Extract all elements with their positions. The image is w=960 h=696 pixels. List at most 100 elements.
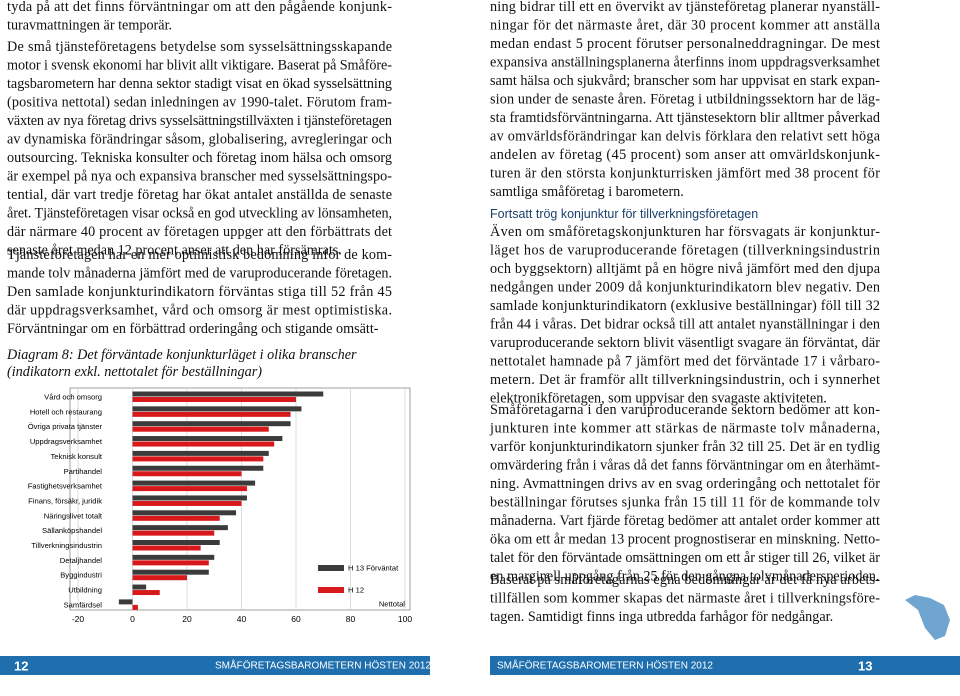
text-line: Förväntningar om en förbättrad orderingå… — [7, 321, 379, 337]
category-label: Detaljhandel — [60, 556, 103, 565]
x-tick-label: -20 — [72, 614, 85, 624]
text-line: motor i svensk ekonomi har blivit allt v… — [7, 58, 392, 74]
category-label: Teknisk konsult — [51, 452, 103, 461]
text-line: nedgången under 2009 då konjunkturindika… — [490, 280, 880, 296]
bar — [132, 604, 138, 610]
text-line: en marginell uppgång från 25 för den gån… — [490, 569, 879, 585]
text-line: outsourcing. Tekniska konsulter och före… — [7, 150, 392, 166]
text-line: växten av nya företag drivs sysselsättni… — [7, 113, 392, 129]
text-line: senaste året medan 12 procent anser att … — [7, 243, 342, 259]
text-line: ning bidrar till ett en övervikt av tjän… — [490, 0, 880, 15]
section-heading: Fortsatt trög konjunktur för tillverknin… — [490, 207, 758, 221]
text-line: där närmare 40 procent av företagen uppg… — [7, 224, 392, 240]
category-label: Sällanköpshandel — [42, 526, 102, 535]
text-line: sion under de senaste åren. Företag i ut… — [490, 92, 880, 108]
text-line: samt hälsa och sjukvård; branscher som h… — [490, 73, 880, 89]
text-line: från 44 i våras. Det bidrar också till a… — [490, 317, 880, 333]
x-tick-label: 20 — [182, 614, 192, 624]
text-line: tagsbarometern har denna sektor stadigt … — [7, 76, 392, 92]
map-icon — [905, 595, 950, 640]
text-line: nettotalet hamnade på 7 jämfört med det … — [490, 354, 880, 370]
bar — [132, 450, 269, 456]
bar — [132, 540, 220, 545]
bar — [132, 530, 215, 536]
bar — [132, 590, 160, 596]
text-line: och byggsektorn) alltjämt på en högre ni… — [490, 261, 881, 277]
bar — [132, 406, 302, 412]
bar — [132, 500, 242, 506]
x-axis-label: Nettotal — [379, 600, 405, 609]
text-line: (positiva nettotal) sedan inledningen av… — [7, 95, 392, 111]
category-label: Hotell och restaurang — [30, 407, 102, 416]
bar — [132, 560, 209, 566]
text-line: Småföretagarna i den varuproducerande se… — [490, 402, 880, 418]
bar — [132, 436, 283, 442]
text-line: Baserat på småföretagarnas egna bedömnin… — [490, 572, 880, 588]
x-tick-label: 40 — [237, 614, 247, 624]
text-line: beställningar förutses sjunka från 15 ti… — [490, 495, 881, 511]
page-number: 12 — [14, 659, 28, 674]
text-line: samtliga småföretag i barometern. — [490, 184, 684, 200]
text-line: omvärdering från i våras då det fanns fö… — [490, 458, 880, 474]
text-line: Även om småföretagskonjunkturen har förs… — [490, 223, 880, 240]
text-line: talet för den förväntade omsättningen om… — [490, 550, 880, 566]
text-line: varuproducerande sektorn blivit väsentli… — [490, 335, 880, 351]
chart-title: Diagram 8: Det förväntade konjunkturläge… — [6, 347, 357, 363]
page-number: 13 — [858, 659, 872, 674]
text-line: turavmattningen är temporär. — [7, 18, 172, 34]
bar — [132, 584, 147, 590]
text-line: av omvärldsförändringar kan delvis förkl… — [490, 129, 881, 145]
text-line: tagen. Samtidigt finns inga utbredda far… — [490, 609, 833, 625]
text-line: läget hos de varuproducerande företagen … — [490, 243, 880, 259]
category-label: Partihandel — [64, 467, 103, 476]
text-line: metern. Det är framför allt tillverkning… — [490, 372, 880, 388]
text-line: öka om ett år medan 13 procent prognosti… — [490, 532, 880, 548]
bar — [132, 441, 275, 447]
bar — [132, 465, 264, 471]
x-tick-label: 80 — [346, 614, 356, 624]
text-line: är exempel på nya och expansiva bransche… — [7, 169, 392, 185]
bar — [118, 599, 133, 605]
text-line: tillfällen som kommer skapas det närmast… — [490, 591, 880, 607]
text-line: av dynamiska förändringar såsom, globali… — [7, 132, 392, 148]
category-label: Fastighetsverksamhet — [28, 482, 103, 491]
bar — [132, 426, 269, 432]
text-line: varför konjunkturindikatorn sjunker från… — [490, 439, 880, 455]
text-line: expansiva anställningsplanerna återfinns… — [490, 55, 880, 71]
chart-subtitle: (indikatorn exkl. nettotalet för beställ… — [7, 364, 262, 380]
legend-swatch — [318, 565, 344, 571]
legend-label: H 12 — [348, 586, 364, 595]
footer-bar — [0, 656, 430, 675]
text-line: där uppdragsverksamhet, vård och omsorg … — [7, 303, 392, 319]
text-line: tential, där vart tredje företag har öka… — [7, 187, 392, 203]
text-line: samlade konjunkturindikatorn (exklusive … — [490, 298, 880, 314]
text-line: mande tolv månaderna jämfört med de varu… — [7, 266, 392, 282]
bar — [132, 569, 209, 575]
bar — [132, 554, 215, 560]
category-label: Tillverkningsindustrin — [31, 541, 102, 550]
category-label: Uppdragsverksamhet — [30, 437, 103, 446]
category-label: Samfärdsel — [64, 600, 103, 609]
text-line: månaderna. Vart fjärde företag bedömer a… — [490, 513, 880, 529]
bar — [132, 411, 291, 417]
bar — [132, 397, 296, 402]
legend-swatch — [318, 587, 344, 593]
category-label: Finans, försäkr, juridik — [28, 496, 102, 505]
bar — [132, 510, 237, 516]
text-line: elektronikföretagen, som uppvisar den sv… — [490, 391, 827, 407]
bar — [132, 421, 291, 427]
x-tick-label: 60 — [291, 614, 301, 624]
footer-title: SMÅFÖRETAGSBAROMETERN HÖSTEN 2012 — [215, 659, 431, 672]
category-label: Näringslivet totalt — [44, 511, 103, 520]
text-line: ning. Avmattningen drivs av en svag orde… — [490, 476, 880, 492]
bar — [132, 495, 247, 501]
bar — [132, 471, 242, 477]
bar — [132, 575, 187, 581]
chart-frame — [69, 387, 411, 611]
text-line: Den samlade konjunkturindikatorn förvänt… — [7, 284, 392, 300]
category-label: Vård och omsorg — [44, 393, 102, 402]
category-label: Utbildning — [68, 586, 102, 595]
bar — [132, 515, 220, 521]
bar — [132, 486, 247, 492]
bar — [132, 480, 256, 486]
